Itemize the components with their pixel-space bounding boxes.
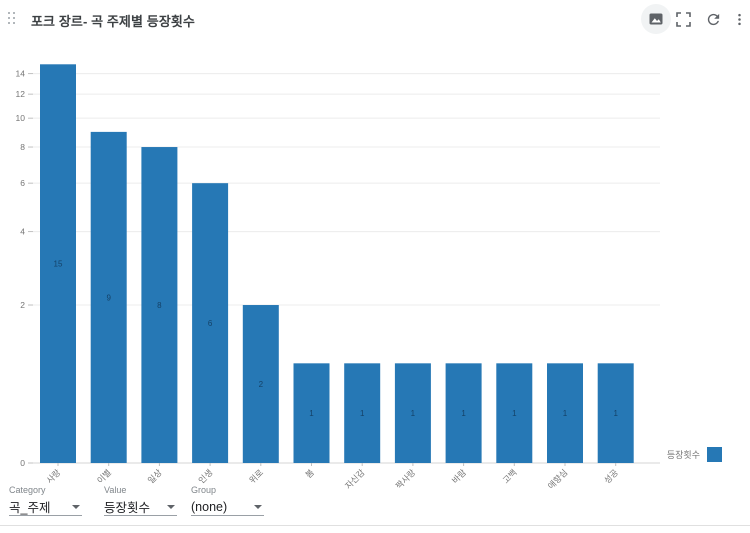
value-value: 등장횟수 (104, 501, 151, 515)
chevron-down-icon (72, 504, 80, 509)
bar[interactable] (242, 305, 279, 463)
bar[interactable] (90, 131, 127, 464)
bar-value-label: 1 (360, 409, 365, 418)
x-tick-label: 고백 (501, 467, 519, 485)
y-tick-label: 4 (20, 227, 25, 237)
bar[interactable] (496, 363, 533, 463)
fullscreen-icon (675, 11, 691, 27)
bar-value-label: 1 (613, 409, 618, 418)
y-tick-label: 8 (20, 142, 25, 152)
category-label: Category (9, 485, 46, 495)
legend-label: 등장횟수 (666, 450, 700, 460)
y-tick-label: 10 (16, 113, 26, 123)
x-tick-label: 사랑 (44, 467, 62, 485)
bar[interactable] (192, 183, 229, 464)
bar-value-label: 1 (563, 409, 568, 418)
more-options-button[interactable] (727, 7, 750, 31)
bar[interactable] (141, 147, 178, 463)
y-tick-label: 2 (20, 300, 25, 310)
bar[interactable] (344, 363, 381, 463)
bar-chart: 0 2 4 6 8 10 12 14 15 사랑 9 이별 8 일상 6 인생 2 위로 1 봄 1 자신감 1 짝사랑 1 바람… (16, 64, 660, 490)
category-value: 곡_주제 (9, 501, 51, 515)
category-control: Category 곡_주제 (9, 485, 82, 516)
value-control: Value 등장횟수 (104, 485, 177, 516)
value-select[interactable]: 등장횟수 (104, 498, 177, 516)
bar-value-label: 9 (106, 293, 111, 302)
bar-value-label: 1 (461, 409, 466, 418)
image-export-icon (648, 11, 664, 27)
group-control: Group (none) (191, 485, 264, 516)
bar-value-label: 1 (512, 409, 517, 418)
card-header: 포크 장르- 곡 주제별 등장횟수 (0, 0, 750, 38)
y-tick-label: 14 (16, 69, 26, 79)
card-bottom-divider (0, 525, 750, 526)
bar-value-label: 15 (54, 260, 63, 269)
y-tick-label: 6 (20, 178, 25, 188)
bar[interactable] (597, 363, 634, 463)
refresh-button[interactable] (701, 7, 725, 31)
chart-title: 포크 장르- 곡 주제별 등장횟수 (31, 14, 195, 29)
chevron-down-icon (167, 504, 175, 509)
bar-value-label: 8 (157, 301, 162, 310)
more-vert-icon (732, 12, 747, 27)
group-value: (none) (191, 499, 228, 514)
x-tick-label: 짝사랑 (394, 467, 418, 490)
group-select[interactable]: (none) (191, 498, 264, 516)
image-export-button[interactable] (641, 4, 671, 34)
bar[interactable] (445, 363, 482, 463)
bar[interactable] (547, 363, 583, 463)
x-tick-label: 일상 (146, 467, 164, 485)
x-tick-label: 봄 (303, 467, 316, 480)
chevron-down-icon (254, 504, 262, 509)
y-tick-label: 12 (16, 89, 26, 99)
x-tick-label: 애향심 (546, 467, 570, 490)
x-tick-label: 자신감 (343, 467, 367, 490)
x-tick-label: 성공 (602, 467, 620, 485)
legend-color-swatch (707, 447, 722, 462)
category-select[interactable]: 곡_주제 (9, 498, 82, 516)
group-label: Group (191, 485, 217, 495)
bar-value-label: 1 (309, 409, 314, 418)
fullscreen-button[interactable] (671, 7, 695, 31)
value-label: Value (104, 485, 127, 495)
x-tick-label: 바람 (450, 467, 468, 485)
bar[interactable] (40, 64, 76, 463)
bar-value-label: 6 (208, 319, 213, 328)
y-tick-label: 0 (20, 458, 25, 468)
chart-legend: 등장횟수 (667, 447, 722, 462)
bar-value-label: 1 (411, 409, 416, 418)
x-tick-label: 이별 (95, 467, 113, 485)
chart-controls: Category 곡_주제 Value 등장횟수 Group (none) (9, 485, 278, 516)
bar[interactable] (394, 363, 431, 463)
bar[interactable] (293, 363, 330, 463)
bar-value-label: 2 (259, 380, 264, 389)
drag-handle-icon[interactable] (8, 12, 18, 26)
refresh-icon (705, 11, 722, 28)
x-tick-label: 인생 (196, 467, 214, 485)
x-tick-label: 위로 (247, 467, 265, 485)
